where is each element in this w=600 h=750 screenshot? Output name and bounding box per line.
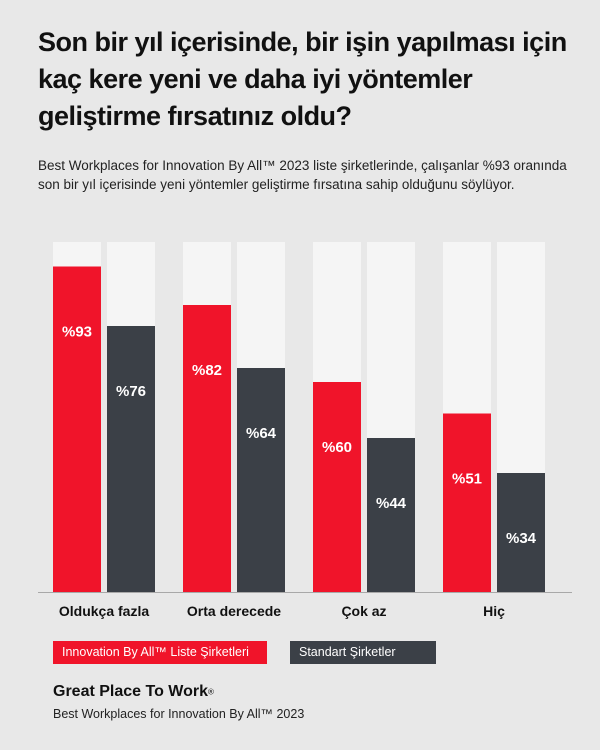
data-label: %93 <box>62 324 92 341</box>
bar-innovation <box>183 305 231 592</box>
data-label: %44 <box>376 495 407 512</box>
bar-innovation <box>443 413 491 592</box>
legend-label-innovation: Innovation By All™ Liste Şirketleri <box>62 645 249 659</box>
legend-item-innovation: Innovation By All™ Liste Şirketleri <box>53 641 267 664</box>
legend-label-standard: Standart Şirketler <box>299 645 396 659</box>
data-label: %82 <box>192 362 222 379</box>
bar-innovation <box>53 266 101 592</box>
category-label: Orta derecede <box>187 603 281 619</box>
brand-logo-text: Great Place To Work® <box>53 683 214 701</box>
data-label: %34 <box>506 530 537 547</box>
chart-title: Son bir yıl içerisinde, bir işin yapılma… <box>38 27 567 131</box>
data-label: %60 <box>322 439 352 456</box>
bar-standard <box>107 326 155 592</box>
data-label: %51 <box>452 471 482 488</box>
chart-subtitle: Best Workplaces for Innovation By All™ 2… <box>38 158 567 192</box>
data-label: %76 <box>116 383 146 400</box>
data-label: %64 <box>246 425 277 442</box>
category-label: Çok az <box>341 603 386 619</box>
bar-chart: %93 %76 Oldukça fazla %82 %64 Orta derecede %6… <box>38 242 572 619</box>
bar-innovation <box>313 382 361 592</box>
legend-item-standard: Standart Şirketler <box>290 641 436 664</box>
bar-standard <box>237 368 285 592</box>
category-label: Oldukça fazla <box>59 603 149 619</box>
brand-subtitle: Best Workplaces for Innovation By All™ 2… <box>53 707 305 721</box>
category-label: Hiç <box>483 603 505 619</box>
bar-standard <box>497 473 545 592</box>
bar-standard <box>367 438 415 592</box>
registered-mark: ® <box>208 687 214 697</box>
brand-name: Great Place To Work <box>53 683 209 700</box>
